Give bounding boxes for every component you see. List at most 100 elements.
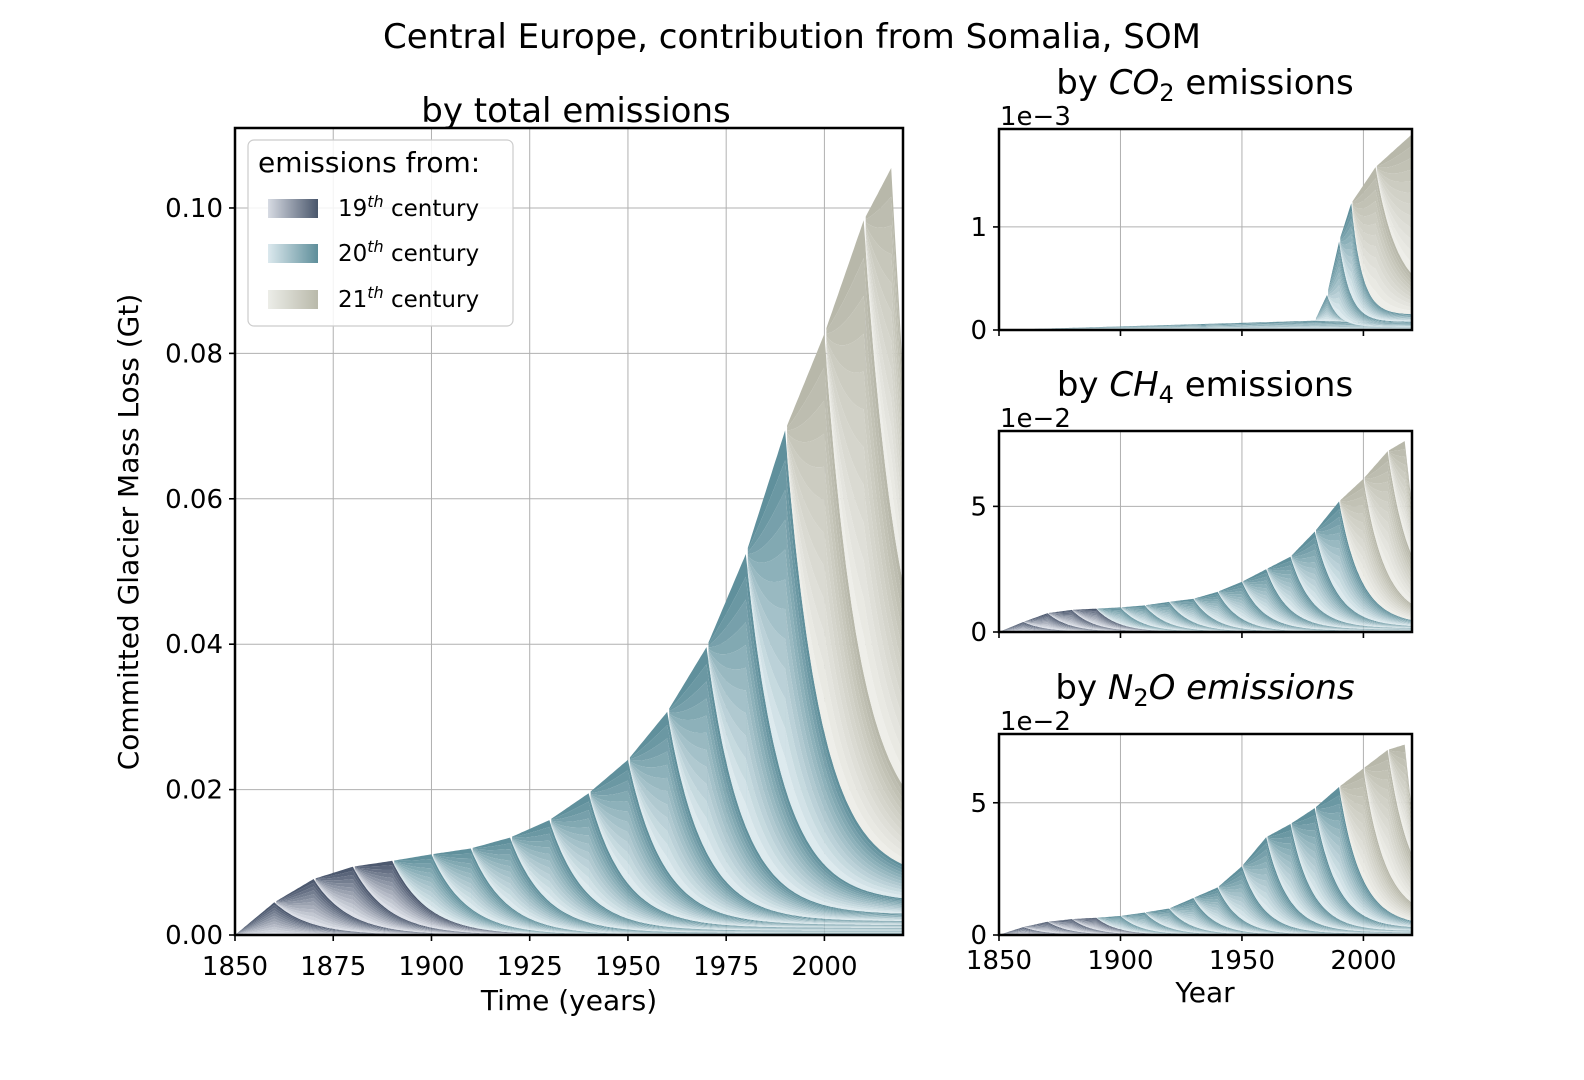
total-area-band <box>667 664 903 935</box>
n2o-area-band <box>1314 813 1412 935</box>
total-area-band <box>824 258 903 936</box>
n2o-xtick: 1950 <box>1209 946 1275 976</box>
ch4-area-band <box>1266 572 1412 632</box>
total-area-band <box>627 725 903 935</box>
n2o-area-band <box>1290 828 1412 935</box>
total-area-band <box>785 442 903 935</box>
ch4-area-band <box>1290 549 1412 632</box>
n2o-area-band <box>1339 790 1412 935</box>
svg-text:21th century: 21th century <box>338 283 479 313</box>
ch4-area-band <box>1339 504 1412 632</box>
total-xtick: 2000 <box>791 952 857 982</box>
n2o-area-band <box>1241 868 1412 935</box>
co2-area-band <box>1314 316 1412 330</box>
ch4-area-band <box>1290 555 1412 632</box>
total-area-band <box>706 622 903 935</box>
n2o-frame <box>997 732 1414 937</box>
ch4-area-band <box>1290 537 1412 632</box>
n2o-area-band <box>1363 773 1412 935</box>
n2o-area-band <box>1290 815 1412 935</box>
n2o-area-band <box>1193 898 1412 935</box>
total-area-band <box>510 838 903 935</box>
n2o-area-band <box>1241 855 1412 935</box>
total-area-band <box>863 238 903 935</box>
total-area-band <box>549 821 903 935</box>
total-area-band <box>824 344 903 936</box>
legend-entry-19th: 19th century <box>268 192 479 222</box>
total-area-band <box>588 797 903 935</box>
legend-title: emissions from: <box>258 146 480 179</box>
ch4-area-band <box>1217 591 1412 632</box>
co2-area-band <box>1314 312 1412 330</box>
panel-total-emissions: by total emissions 1850 1875 1900 1925 1… <box>112 91 905 1017</box>
n2o-area-band <box>1169 908 1412 935</box>
total-area-band <box>824 352 903 935</box>
ch4-area-band <box>1387 455 1412 632</box>
total-ytick: 0.00 <box>165 921 223 951</box>
ch4-area-band <box>1314 536 1412 632</box>
ch4-area-band <box>1290 557 1412 632</box>
total-area-band <box>549 821 903 935</box>
co2-area-band <box>1314 318 1412 330</box>
n2o-area-band <box>1217 875 1412 935</box>
co2-title-main: CO <box>1109 63 1160 103</box>
co2-area-band <box>1339 244 1412 330</box>
n2o-area-band <box>1241 843 1412 935</box>
total-area-band <box>824 358 903 935</box>
n2o-area-band <box>1314 813 1412 935</box>
n2o-offset-label: 1e−2 <box>1000 707 1071 737</box>
ch4-area-band <box>1241 582 1412 632</box>
panel-total-title: by total emissions <box>421 91 731 131</box>
svg-text:by N2O emissions: by N2O emissions <box>1055 668 1354 712</box>
legend-swatch-21st <box>268 290 318 309</box>
co2-area-band <box>1327 296 1412 330</box>
n2o-area-band <box>1290 808 1412 935</box>
n2o-area-band <box>1314 786 1412 935</box>
co2-ticks: 0 1 <box>970 213 1365 346</box>
ch4-area-band <box>1217 587 1412 632</box>
total-area-band <box>667 681 903 935</box>
panel-ch4-emissions: by CH4 emissions 1e−2 0 5 <box>970 365 1414 648</box>
co2-area-band <box>1327 291 1412 330</box>
co2-area-band <box>1327 260 1412 330</box>
co2-area-band <box>1375 168 1412 330</box>
n2o-area-band <box>1314 810 1412 935</box>
n2o-title-sub: 2 <box>1133 684 1148 712</box>
co2-area-band <box>1339 247 1412 330</box>
n2o-area-band <box>1241 867 1412 935</box>
ch4-area-band <box>1217 592 1412 632</box>
ch4-area-band <box>1363 461 1412 632</box>
legend-swatch-19th <box>268 199 318 218</box>
legend-swatch-20th <box>268 244 318 263</box>
total-xtick: 1925 <box>497 952 563 982</box>
total-ytick: 0.04 <box>165 630 223 660</box>
n2o-area-band <box>1217 887 1412 935</box>
co2-area-band <box>1351 213 1412 330</box>
co2-area-band <box>1327 285 1412 330</box>
ch4-area-band <box>1290 531 1412 632</box>
co2-area-band <box>999 326 1412 330</box>
ch4-ticks: 0 5 <box>970 492 1365 648</box>
figure-suptitle: Central Europe, contribution from Somali… <box>383 17 1201 57</box>
panel-n2o-emissions: by N2O emissions 1e−2 1850 1900 1950 200… <box>966 668 1414 1009</box>
total-area-band <box>667 647 903 935</box>
total-area-band <box>627 766 903 935</box>
n2o-area-band <box>1217 888 1412 935</box>
ch4-offset-label: 1e−2 <box>1000 404 1071 434</box>
ch4-area-band <box>1169 602 1412 632</box>
n2o-area-band <box>1363 774 1412 935</box>
co2-area-band <box>1327 296 1412 330</box>
total-area-band <box>627 762 903 935</box>
ch4-area-band <box>1314 517 1412 632</box>
n2o-ytick: 5 <box>970 789 987 819</box>
ch4-area-band <box>1266 571 1412 632</box>
co2-area-band <box>1375 172 1412 330</box>
total-xtick: 1875 <box>300 952 366 982</box>
legend-label-rest: century <box>384 196 479 222</box>
total-ytick: 0.10 <box>165 194 223 224</box>
n2o-area-band <box>1241 866 1412 935</box>
total-xtick: 1975 <box>693 952 759 982</box>
n2o-area-band <box>1363 770 1412 935</box>
ch4-area-band <box>1314 535 1412 632</box>
ch4-ytick: 0 <box>970 618 987 648</box>
